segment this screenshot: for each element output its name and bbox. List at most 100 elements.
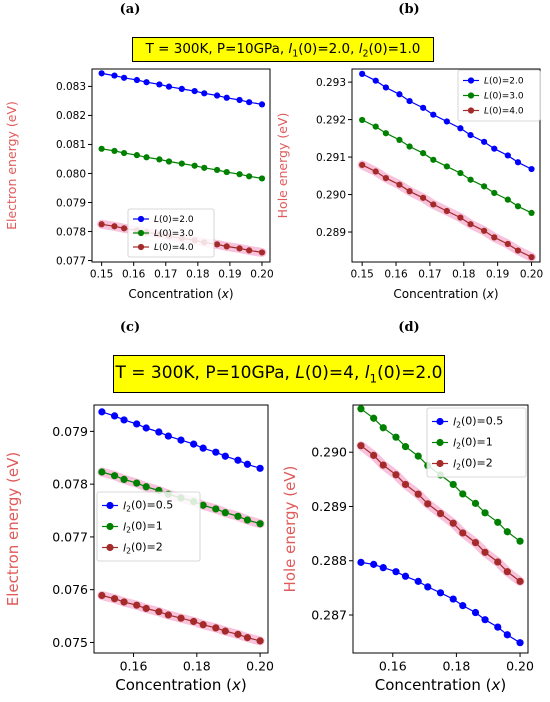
x-tick-label: 0.18 <box>442 659 470 674</box>
legend: L(0)=2.0 L(0)=3.0 L(0)=4.0 <box>127 208 215 258</box>
data-point <box>503 528 511 536</box>
data-point <box>457 169 464 177</box>
y-tick-label: 0.291 <box>316 152 346 164</box>
data-point <box>414 452 422 460</box>
data-point <box>201 164 208 171</box>
y-tick-label: 0.289 <box>311 499 347 514</box>
data-point <box>234 456 242 464</box>
x-tick-label: 0.15 <box>350 269 373 281</box>
data-point <box>420 150 427 157</box>
data-point <box>98 591 106 600</box>
x-tick-label: 0.20 <box>246 659 274 674</box>
data-point <box>165 158 173 165</box>
data-point <box>382 130 389 137</box>
y-tick-label: 0.076 <box>52 582 88 597</box>
data-point <box>516 577 524 585</box>
data-point <box>177 614 185 622</box>
data-point <box>110 595 119 603</box>
data-point <box>177 436 185 444</box>
legend-box <box>457 69 541 122</box>
data-point <box>236 245 243 252</box>
x-axis-label: Concentration (x) <box>375 676 506 694</box>
y-tick-label: 0.082 <box>56 110 86 122</box>
data-point <box>503 631 511 639</box>
legend-entry: l2(0)=0.5 <box>453 414 503 429</box>
data-point <box>199 444 207 452</box>
legend-entry: l2(0)=1 <box>453 435 493 450</box>
data-point <box>359 116 366 124</box>
data-point <box>396 91 403 98</box>
x-tick-label: 0.17 <box>418 269 441 281</box>
data-point <box>246 173 253 180</box>
legend-entry: L(0)=4.0 <box>154 243 194 253</box>
y-tick-label: 0.290 <box>311 445 347 460</box>
data-point <box>165 83 173 90</box>
y-tick-label: 0.081 <box>56 139 86 151</box>
condition-banner-bottom: T = 300K, P=10GPa, L(0)=4, l1(0)=2.0 <box>113 355 445 393</box>
data-point <box>379 461 387 469</box>
legend-entry: l2(0)=0.5 <box>123 498 173 513</box>
legend-swatch-marker <box>106 501 114 510</box>
legend: L(0)=2.0 L(0)=3.0 L(0)=4.0 <box>457 69 541 122</box>
data-point <box>243 460 252 468</box>
data-point <box>494 623 502 631</box>
data-point <box>98 145 105 152</box>
data-point <box>246 99 253 106</box>
legend-swatch-marker <box>467 92 475 99</box>
y-axis-label: Electron energy (eV) <box>4 452 22 607</box>
y-tick-label: 0.289 <box>316 227 346 239</box>
data-point <box>142 604 150 613</box>
data-point <box>212 624 220 632</box>
data-point <box>406 97 413 105</box>
chart-1: 0.15 0.16 0.17 0.18 0.19 0.20 0.077 0.078 0.079 0… <box>4 68 274 301</box>
data-point <box>503 568 511 576</box>
data-point <box>401 443 410 451</box>
data-point <box>199 501 207 509</box>
data-point <box>213 241 221 248</box>
data-point <box>392 568 400 576</box>
data-point <box>142 483 150 491</box>
x-tick-label: 0.20 <box>506 659 534 674</box>
data-point <box>459 529 467 537</box>
data-point <box>223 94 230 101</box>
data-point <box>504 240 511 248</box>
plot-frame <box>93 404 269 654</box>
legend-entry: l2(0)=2 <box>123 540 163 555</box>
data-point <box>449 480 457 489</box>
legend-swatch-marker <box>436 459 444 468</box>
data-point <box>120 225 128 232</box>
data-point <box>471 539 480 547</box>
data-point <box>120 416 128 424</box>
data-point <box>514 203 522 210</box>
x-tick-label: 0.19 <box>218 269 241 281</box>
data-point <box>234 630 242 638</box>
data-point <box>133 479 141 487</box>
data-point <box>449 595 457 603</box>
data-point <box>111 147 118 155</box>
y-tick-label: 0.079 <box>52 424 88 439</box>
data-point <box>516 537 524 545</box>
data-point <box>357 558 365 566</box>
data-point <box>443 163 450 170</box>
series-3 <box>357 160 536 262</box>
data-point <box>156 156 163 163</box>
legend-swatch-marker <box>137 229 145 237</box>
data-point <box>212 448 220 456</box>
y-axis-label: Hole energy (eV) <box>281 466 299 593</box>
chart-2: 0.15 0.16 0.17 0.18 0.19 0.20 0.289 0.290 0.291 0… <box>275 68 543 301</box>
legend-entry: L(0)=2.0 <box>154 215 194 225</box>
data-point <box>98 70 105 77</box>
data-point <box>155 428 163 436</box>
data-point <box>155 608 163 616</box>
series-3 <box>97 591 265 646</box>
data-point <box>528 209 535 217</box>
data-point <box>98 221 105 228</box>
data-point <box>258 175 266 182</box>
data-point <box>191 87 198 95</box>
legend: l2(0)=0.5 l2(0)=1 l2(0)=2 <box>426 407 527 478</box>
legend-entry: L(0)=3.0 <box>484 92 524 102</box>
data-point <box>459 602 467 610</box>
x-tick-label: 0.18 <box>452 269 475 281</box>
data-point <box>370 451 378 459</box>
data-point <box>164 432 172 440</box>
